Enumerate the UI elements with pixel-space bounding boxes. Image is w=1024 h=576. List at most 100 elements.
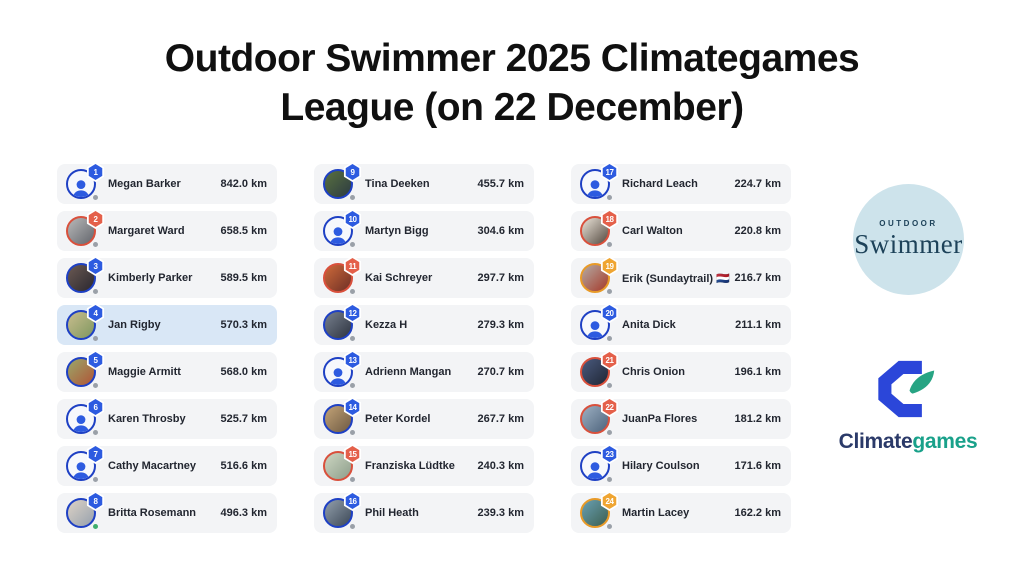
page-title: Outdoor Swimmer 2025 Climategames League… bbox=[0, 34, 1024, 132]
avatar: 3 bbox=[66, 256, 105, 294]
default-person-icon bbox=[329, 368, 347, 385]
leaderboard-row[interactable]: 4 Jan Rigby 570.3 km bbox=[57, 303, 277, 345]
leaderboard-row[interactable]: 9 Tina Deeken 455.7 km bbox=[314, 162, 534, 204]
status-dot bbox=[93, 242, 98, 247]
page-title-line-2: League (on 22 December) bbox=[280, 86, 744, 129]
avatar: 7 bbox=[66, 444, 105, 482]
leaderboard-row[interactable]: 24 Martin Lacey 162.2 km bbox=[571, 491, 791, 533]
distance-value: 196.1 km bbox=[734, 366, 781, 378]
leaderboard-row[interactable]: 17 Richard Leach 224.7 km bbox=[571, 162, 791, 204]
distance-value: 842.0 km bbox=[220, 178, 267, 190]
rank-badge-inner: 4 bbox=[88, 305, 103, 321]
leaderboard-row[interactable]: 19 Erik (Sundaytrail) 🇳🇱 216.7 km bbox=[571, 256, 791, 298]
athlete-name: Kezza H bbox=[365, 319, 408, 331]
athlete-name: Cathy Macartney bbox=[108, 460, 197, 472]
outdoor-swimmer-logo-main-label: Swimmer bbox=[854, 229, 963, 259]
distance-value: 304.6 km bbox=[477, 225, 524, 237]
leaderboard-row[interactable]: 18 Carl Walton 220.8 km bbox=[571, 209, 791, 251]
rank-badge-inner: 18 bbox=[602, 211, 617, 227]
athlete-name: Jan Rigby bbox=[108, 319, 161, 331]
distance-value: 211.1 km bbox=[735, 319, 781, 331]
leaderboard-row[interactable]: 20 Anita Dick 211.1 km bbox=[571, 303, 791, 345]
leaderboard-row[interactable]: 12 Kezza H 279.3 km bbox=[314, 303, 534, 345]
leaderboard-row[interactable]: 5 Maggie Armitt 568.0 km bbox=[57, 350, 277, 392]
rank-badge: 10 bbox=[343, 209, 362, 229]
avatar: 17 bbox=[580, 162, 619, 200]
athlete-name: Martin Lacey bbox=[622, 507, 690, 519]
leaderboard-row[interactable]: 14 Peter Kordel 267.7 km bbox=[314, 397, 534, 439]
distance-value: 496.3 km bbox=[220, 507, 267, 519]
distance-value: 224.7 km bbox=[734, 178, 781, 190]
outdoor-swimmer-logo-top-label: OUTDOOR bbox=[879, 219, 938, 228]
avatar: 21 bbox=[580, 350, 619, 388]
avatar: 18 bbox=[580, 209, 619, 247]
rank-badge: 3 bbox=[86, 256, 105, 276]
distance-value: 220.8 km bbox=[734, 225, 781, 237]
default-person-icon bbox=[586, 180, 604, 197]
distance-value: 516.6 km bbox=[220, 460, 267, 472]
leaderboard-row[interactable]: 21 Chris Onion 196.1 km bbox=[571, 350, 791, 392]
leaderboard-row[interactable]: 23 Hilary Coulson 171.6 km bbox=[571, 444, 791, 486]
climategames-mark-icon bbox=[878, 360, 935, 418]
rank-badge-inner: 12 bbox=[345, 305, 360, 321]
leaderboard-row[interactable]: 11 Kai Schreyer 297.7 km bbox=[314, 256, 534, 298]
status-dot bbox=[350, 336, 355, 341]
rank-badge: 20 bbox=[600, 303, 619, 323]
status-dot bbox=[607, 383, 612, 388]
avatar: 1 bbox=[66, 162, 105, 200]
athlete-name: Kai Schreyer bbox=[365, 272, 433, 284]
distance-value: 279.3 km bbox=[477, 319, 524, 331]
distance-value: 570.3 km bbox=[220, 319, 267, 331]
leaderboard-row[interactable]: 15 Franziska Lüdtke 240.3 km bbox=[314, 444, 534, 486]
leaderboard-row[interactable]: 22 JuanPa Flores 181.2 km bbox=[571, 397, 791, 439]
rank-badge: 24 bbox=[600, 491, 619, 511]
default-person-icon bbox=[586, 462, 604, 479]
rank-badge: 17 bbox=[600, 162, 619, 182]
leaderboard-row[interactable]: 6 Karen Throsby 525.7 km bbox=[57, 397, 277, 439]
leaderboard-row[interactable]: 16 Phil Heath 239.3 km bbox=[314, 491, 534, 533]
athlete-name: Chris Onion bbox=[622, 366, 685, 378]
rank-badge-inner: 10 bbox=[345, 211, 360, 227]
avatar: 16 bbox=[323, 491, 362, 529]
avatar: 15 bbox=[323, 444, 362, 482]
rank-badge-inner: 22 bbox=[602, 399, 617, 415]
rank-badge-inner: 16 bbox=[345, 493, 360, 509]
athlete-name: Britta Rosemann bbox=[108, 507, 197, 519]
rank-badge: 8 bbox=[86, 491, 105, 511]
default-person-icon bbox=[586, 321, 604, 338]
default-person-icon bbox=[329, 227, 347, 244]
athlete-name: Anita Dick bbox=[622, 319, 676, 331]
avatar-circle bbox=[323, 498, 353, 528]
status-dot bbox=[350, 383, 355, 388]
rank-badge: 14 bbox=[343, 397, 362, 417]
status-dot bbox=[93, 524, 98, 529]
status-dot bbox=[607, 289, 612, 294]
leaderboard-row[interactable]: 1 Megan Barker 842.0 km bbox=[57, 162, 277, 204]
avatar: 14 bbox=[323, 397, 362, 435]
page-title-line-1: Outdoor Swimmer 2025 Climategames bbox=[164, 37, 860, 80]
leaderboard-row[interactable]: 13 Adrienn Mangan 270.7 km bbox=[314, 350, 534, 392]
leaderboard-row[interactable]: 2 Margaret Ward 658.5 km bbox=[57, 209, 277, 251]
avatar: 8 bbox=[66, 491, 105, 529]
distance-value: 270.7 km bbox=[477, 366, 524, 378]
leaderboard-row[interactable]: 7 Cathy Macartney 516.6 km bbox=[57, 444, 277, 486]
distance-value: 162.2 km bbox=[734, 507, 781, 519]
rank-badge-inner: 8 bbox=[88, 493, 103, 509]
climategames-word-climate: Climate bbox=[838, 430, 913, 453]
outdoor-swimmer-logo: OUTDOOR Swimmer bbox=[853, 184, 964, 295]
avatar: 4 bbox=[66, 303, 105, 341]
rank-badge: 12 bbox=[343, 303, 362, 323]
avatar: 23 bbox=[580, 444, 619, 482]
athlete-name: Karen Throsby bbox=[108, 413, 186, 425]
rank-badge-inner: 24 bbox=[602, 493, 617, 509]
athlete-name: Erik (Sundaytrail) 🇳🇱 bbox=[622, 272, 730, 285]
rank-badge-inner: 9 bbox=[345, 164, 360, 180]
rank-badge-inner: 17 bbox=[602, 164, 617, 180]
leaderboard-row[interactable]: 10 Martyn Bigg 304.6 km bbox=[314, 209, 534, 251]
leaderboard-row[interactable]: 3 Kimberly Parker 589.5 km bbox=[57, 256, 277, 298]
leaderboard-row[interactable]: 8 Britta Rosemann 496.3 km bbox=[57, 491, 277, 533]
avatar: 9 bbox=[323, 162, 362, 200]
status-dot bbox=[607, 524, 612, 529]
avatar-circle bbox=[323, 169, 353, 199]
avatar: 10 bbox=[323, 209, 362, 247]
